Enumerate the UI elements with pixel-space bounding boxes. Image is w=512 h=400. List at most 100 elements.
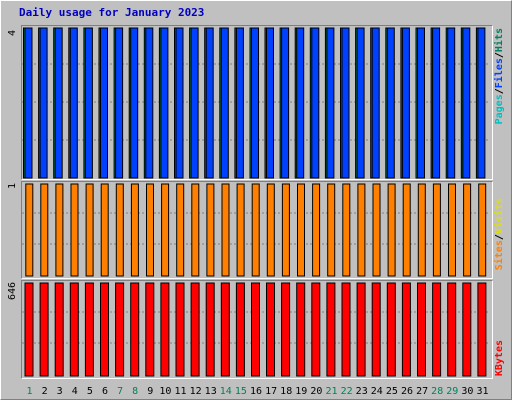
bar-sites-day-2 [40,183,49,277]
x-tick-label-day-1: 1 [26,386,32,397]
bar-kbytes-day-27 [417,282,426,377]
bar-sites-day-8 [130,183,139,277]
bar-kbytes-day-28 [432,282,442,377]
bar-files-day-22 [341,27,350,179]
bar-kbytes-day-8 [130,282,140,377]
x-tick-label-day-20: 20 [310,386,322,397]
bar-kbytes-day-17 [266,282,275,377]
bar-kbytes-day-13 [205,282,215,377]
chart-title: Daily usage for January 2023 [19,6,205,19]
bar-sites-day-26 [402,183,411,277]
bar-sites-day-16 [251,183,260,277]
x-tick-label-day-25: 25 [386,386,398,397]
bar-kbytes-day-15 [235,282,245,377]
bar-sites-day-15 [236,183,245,277]
x-tick-label-day-21: 21 [325,386,337,397]
bar-sites-day-14 [221,183,230,277]
bar-kbytes-day-5 [84,282,94,377]
bar-kbytes-day-30 [462,282,472,377]
bar-files-day-13 [205,27,214,179]
bar-sites-day-4 [70,183,79,277]
bar-kbytes-day-6 [100,282,109,377]
bar-sites-day-9 [146,183,154,277]
bar-kbytes-day-11 [175,282,185,377]
bar-kbytes-day-26 [401,282,411,377]
bar-files-day-23 [356,27,365,179]
x-tick-label-day-22: 22 [341,386,353,397]
x-tick-label-day-23: 23 [356,386,368,397]
bar-sites-day-21 [327,183,336,277]
bar-sites-day-5 [85,183,94,277]
bar-sites-day-13 [206,183,215,277]
bar-files-day-7 [115,27,124,179]
bar-sites-day-24 [372,183,381,277]
x-tick-label-day-18: 18 [280,386,292,397]
bar-sites-day-28 [432,183,441,277]
bar-files-day-9 [145,27,154,179]
bar-files-day-31 [477,27,486,179]
bar-files-day-15 [235,27,244,179]
bar-kbytes-day-21 [326,282,336,377]
x-tick-label-day-14: 14 [220,386,232,397]
bar-files-day-28 [432,27,441,179]
bar-kbytes-day-19 [296,282,306,377]
bar-kbytes-day-9 [145,282,155,377]
bar-kbytes-day-7 [115,282,125,377]
x-tick-label-day-11: 11 [174,386,186,397]
bar-sites-day-3 [55,183,64,277]
x-tick-label-day-16: 16 [250,386,262,397]
x-tick-label-day-19: 19 [295,386,307,397]
x-tick-label-day-8: 8 [132,386,138,397]
x-tick-label-day-26: 26 [401,386,413,397]
bar-files-day-5 [84,27,93,179]
bar-sites-day-25 [387,183,396,277]
x-tick-label-day-24: 24 [371,386,383,397]
bar-sites-day-19 [297,183,305,277]
x-tick-label-day-6: 6 [102,386,108,397]
bar-sites-day-6 [100,183,109,277]
bar-sites-day-27 [417,183,426,277]
bar-kbytes-day-18 [281,282,291,377]
bar-files-day-14 [220,27,229,179]
x-tick-label-day-4: 4 [72,386,78,397]
x-tick-label-day-31: 31 [476,386,488,397]
bar-kbytes-day-31 [477,282,487,377]
bar-sites-day-12 [191,183,200,277]
bar-files-day-8 [130,27,139,179]
bar-sites-day-20 [312,183,321,277]
x-tick-label-day-9: 9 [147,386,153,397]
x-tick-label-day-10: 10 [159,386,171,397]
bar-kbytes-day-25 [386,282,396,377]
bar-kbytes-day-24 [371,282,381,377]
x-tick-label-day-30: 30 [461,386,473,397]
bar-files-day-17 [266,27,274,179]
bar-files-day-21 [326,27,335,179]
bar-files-day-16 [251,27,259,179]
bar-files-day-24 [371,27,380,179]
bar-sites-day-22 [342,183,351,277]
bar-sites-day-31 [478,183,487,277]
bar-files-day-2 [39,27,48,179]
bar-files-day-4 [69,27,78,179]
bar-files-day-6 [100,27,108,179]
bar-kbytes-day-4 [69,282,79,377]
x-tick-label-day-29: 29 [446,386,458,397]
bar-files-day-25 [386,27,395,179]
bar-kbytes-day-20 [311,282,321,377]
bar-files-day-27 [417,27,425,179]
bar-sites-day-7 [115,183,124,277]
bar-kbytes-day-10 [160,282,170,377]
x-tick-label-day-27: 27 [416,386,428,397]
bar-files-day-10 [160,27,169,179]
bar-files-day-29 [447,27,456,179]
bar-kbytes-day-12 [190,282,200,377]
x-tick-label-day-13: 13 [205,386,217,397]
bar-kbytes-day-29 [447,282,457,377]
x-tick-label-day-12: 12 [190,386,202,397]
bar-kbytes-day-2 [39,282,49,377]
bar-sites-day-17 [266,183,275,277]
bar-files-day-30 [462,27,471,179]
bar-sites-day-1 [25,183,34,277]
x-tick-label-day-28: 28 [431,386,443,397]
